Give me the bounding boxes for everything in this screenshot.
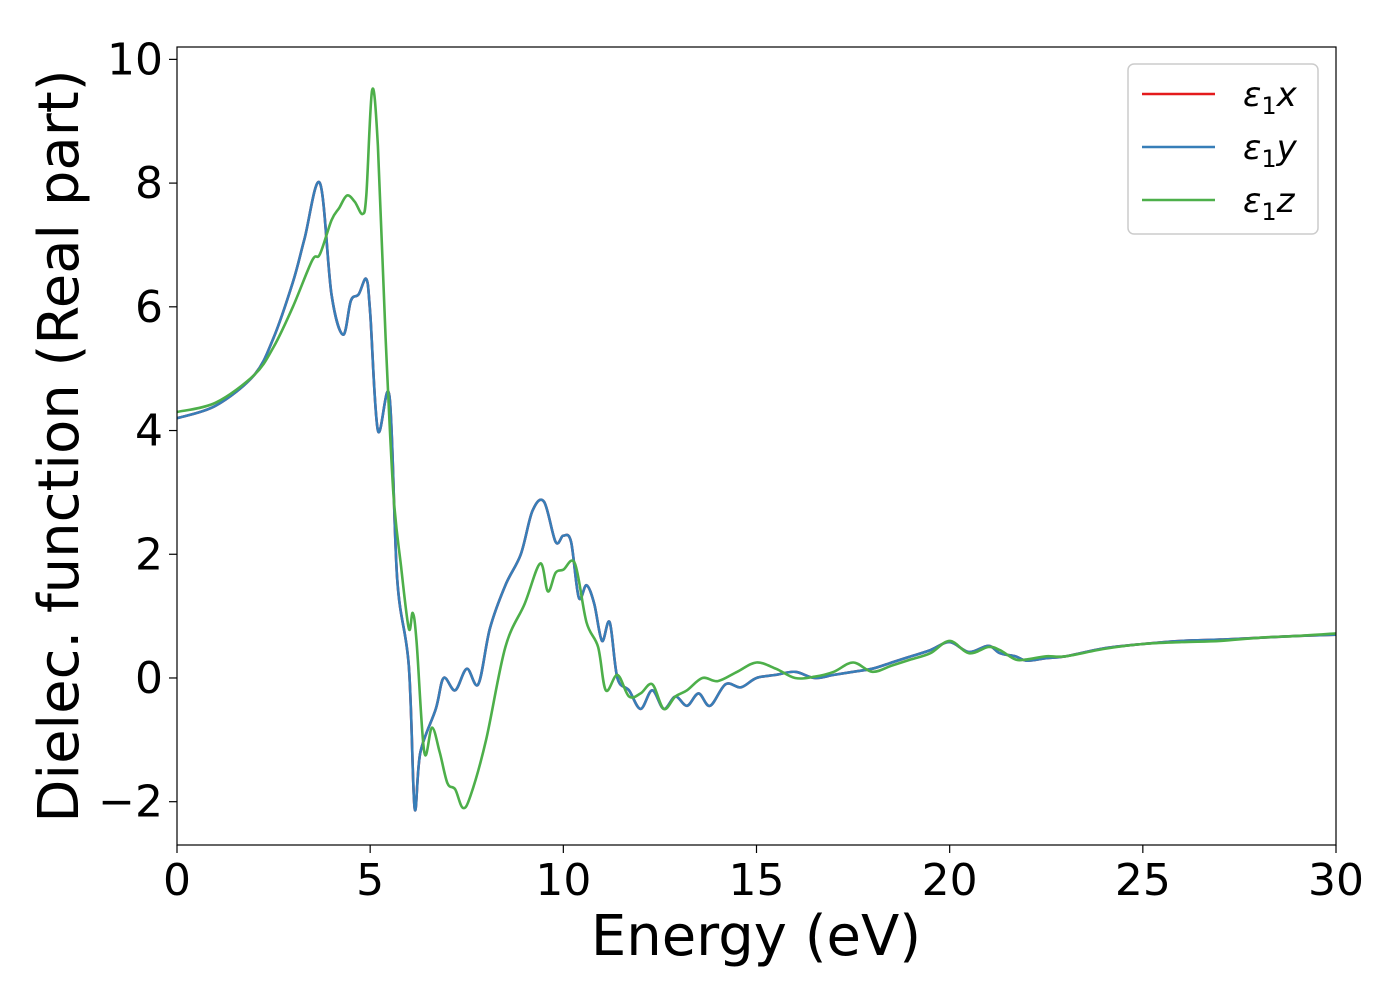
x-tick-label: 5	[356, 855, 384, 906]
y-tick-label: 2	[135, 529, 163, 580]
legend-label-x: ε1x	[1243, 75, 1298, 120]
series-line-y	[177, 180, 1336, 812]
series-line-z	[177, 87, 1336, 810]
legend-box	[1127, 63, 1319, 235]
legend-label-z: ε1z	[1243, 181, 1296, 226]
x-axis-title: Energy (eV)	[591, 904, 921, 969]
y-tick-label: 10	[107, 34, 163, 85]
y-tick-label: 8	[135, 158, 163, 209]
y-axis: −2 0 2 4 6 8 10	[98, 34, 177, 828]
x-tick-label: 30	[1308, 855, 1364, 906]
x-tick-label: 25	[1115, 855, 1171, 906]
legend: ε1x ε1y ε1z	[1127, 63, 1319, 235]
series-line-x	[177, 180, 1336, 812]
legend-label-y: ε1y	[1243, 128, 1298, 173]
y-axis-title: Dielec. function (Real part)	[27, 69, 92, 822]
series-lines	[177, 87, 1336, 812]
y-tick-label: 6	[135, 282, 163, 333]
x-tick-label: 0	[163, 855, 191, 906]
x-tick-label: 20	[922, 855, 978, 906]
x-tick-label: 10	[535, 855, 591, 906]
y-tick-label: 4	[135, 406, 163, 457]
y-tick-label: −2	[98, 777, 163, 828]
x-axis: 0 5 10 15 20 25 30	[163, 845, 1364, 906]
legend-items: ε1x ε1y ε1z	[1142, 75, 1298, 226]
x-tick-label: 15	[729, 855, 785, 906]
y-tick-label: 0	[135, 653, 163, 704]
